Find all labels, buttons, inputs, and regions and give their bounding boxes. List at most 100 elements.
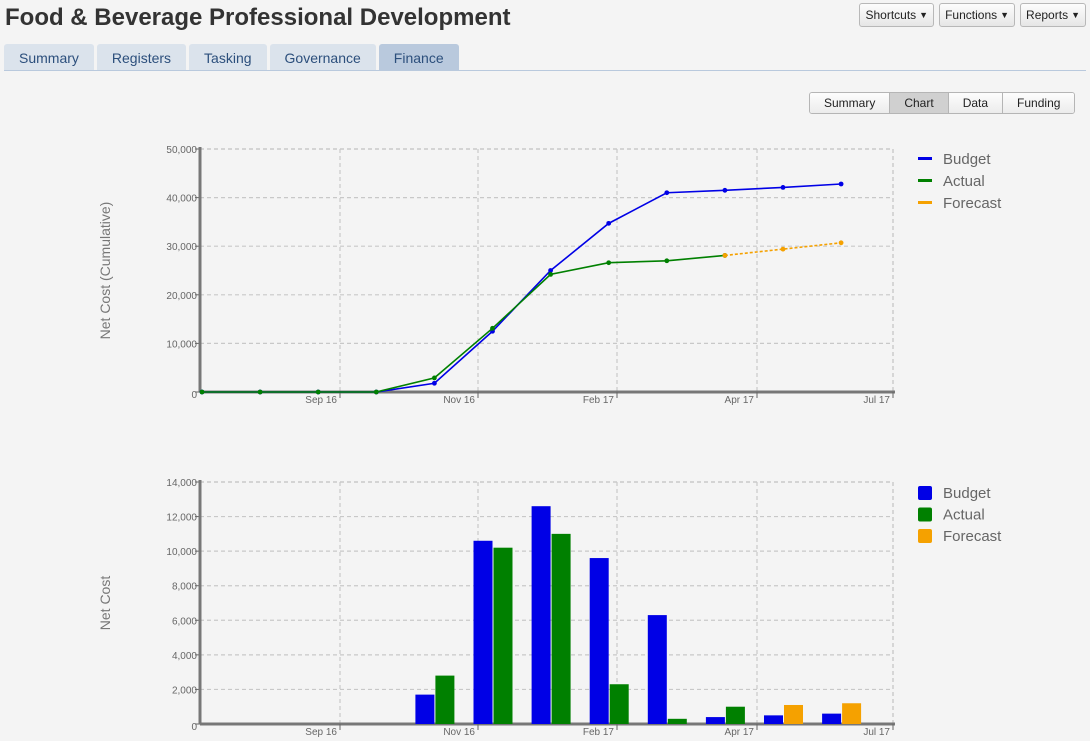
actual-bar [725, 706, 745, 724]
y-tick-label: 0 [191, 722, 197, 733]
main-tabs: Summary Registers Tasking Governance Fin… [4, 44, 459, 70]
y-axis-title: Net Cost (Cumulative) [97, 202, 113, 340]
shortcuts-label: Shortcuts [865, 8, 917, 22]
top-toolbar: Shortcuts ▼ Functions ▼ Reports ▼ [859, 3, 1086, 27]
budget-line [202, 183, 842, 393]
caret-down-icon: ▼ [1071, 10, 1080, 20]
y-tick-label: 8,000 [172, 582, 197, 593]
caret-down-icon: ▼ [1000, 10, 1010, 20]
y-tick-label: 10,000 [166, 339, 197, 350]
y-tick-label: 2,000 [172, 685, 197, 696]
functions-label: Functions [945, 8, 998, 22]
reports-label: Reports [1026, 8, 1069, 22]
x-tick-label: Feb 17 [583, 727, 615, 738]
view-switch: Summary Chart Data Funding [809, 92, 1076, 114]
legend-label-actual: Actual [943, 173, 985, 190]
x-tick-label: Jul 17 [863, 727, 890, 738]
view-data-button[interactable]: Data [947, 93, 1003, 113]
y-tick-label: 30,000 [166, 242, 197, 253]
legend-swatch-actual [918, 507, 932, 522]
legend-swatch-forecast [918, 201, 932, 204]
y-tick-label: 0 [191, 390, 197, 401]
actual-point [199, 389, 205, 395]
actual-bar [493, 547, 513, 724]
functions-menu-button[interactable]: Functions ▼ [939, 3, 1016, 27]
legend-swatch-budget [918, 157, 932, 160]
legend-label-budget: Budget [943, 485, 991, 502]
budget-point [432, 380, 437, 386]
actual-bar [551, 533, 571, 724]
forecast-point [838, 240, 844, 246]
budget-point [606, 220, 612, 226]
tab-registers[interactable]: Registers [96, 44, 187, 70]
x-tick-label: Jul 17 [863, 395, 890, 406]
actual-point [257, 389, 263, 395]
x-tick-label: Nov 16 [443, 395, 475, 406]
y-tick-label: 4,000 [172, 651, 197, 662]
actual-point [490, 325, 495, 331]
budget-point [548, 268, 553, 273]
y-tick-label: 40,000 [166, 194, 197, 205]
forecast-line [724, 242, 842, 257]
x-tick-label: Sep 16 [305, 727, 337, 738]
legend-swatch-budget [918, 486, 932, 500]
reports-menu-button[interactable]: Reports ▼ [1020, 3, 1086, 27]
actual-point [606, 260, 612, 266]
tab-summary[interactable]: Summary [4, 44, 94, 70]
budget-bar [415, 694, 435, 724]
forecast-bar [842, 703, 862, 724]
actual-line [202, 254, 725, 393]
forecast-bar [784, 704, 803, 724]
x-tick-label: Nov 16 [443, 727, 475, 738]
legend-label-forecast: Forecast [943, 528, 1002, 545]
budget-bar [589, 558, 609, 724]
forecast-point [722, 253, 728, 258]
budget-point [838, 181, 844, 187]
forecast-point [780, 246, 786, 252]
legend-swatch-actual [918, 179, 932, 182]
actual-bar [435, 675, 455, 724]
page-title: Food & Beverage Professional Development [5, 4, 511, 31]
tab-finance[interactable]: Finance [378, 44, 459, 70]
x-tick-label: Feb 17 [583, 395, 615, 406]
legend-label-forecast: Forecast [943, 195, 1002, 212]
caret-down-icon: ▼ [919, 10, 929, 20]
tab-tasking[interactable]: Tasking [189, 44, 267, 70]
actual-bar [667, 718, 687, 724]
view-summary-button[interactable]: Summary [810, 93, 890, 113]
view-funding-button[interactable]: Funding [1002, 93, 1075, 113]
actual-point [432, 375, 437, 381]
tab-governance[interactable]: Governance [269, 44, 376, 70]
actual-point [315, 389, 321, 395]
legend-label-budget: Budget [943, 151, 991, 168]
budget-point [780, 184, 786, 190]
y-axis-title: Net Cost [97, 576, 113, 631]
tab-divider [4, 70, 1086, 71]
cumulative-net-cost-chart: 0 10,000 20,000 30,000 40,000 50,000 Sep 16 Nov… [97, 145, 1002, 406]
shortcuts-menu-button[interactable]: Shortcuts ▼ [859, 3, 935, 27]
view-chart-button[interactable]: Chart [889, 93, 948, 113]
x-tick-label: Sep 16 [305, 395, 337, 406]
y-tick-label: 10,000 [166, 547, 197, 558]
budget-bar [822, 713, 842, 724]
y-tick-label: 50,000 [166, 145, 197, 156]
budget-point [664, 190, 670, 196]
legend-swatch-forecast [918, 529, 932, 543]
y-tick-label: 20,000 [166, 291, 197, 302]
y-tick-label: 14,000 [166, 478, 197, 489]
actual-point [373, 389, 379, 395]
y-tick-label: 6,000 [172, 616, 197, 627]
actual-bar [609, 684, 629, 724]
budget-bar [473, 540, 493, 724]
actual-point [664, 258, 670, 264]
legend-label-actual: Actual [943, 507, 985, 524]
net-cost-bar-chart: 0 2,000 4,000 6,000 8,000 10,000 12,000 14,000 S… [97, 478, 1002, 738]
budget-bar [647, 615, 667, 724]
y-tick-label: 12,000 [166, 513, 197, 524]
budget-bar [705, 717, 725, 724]
budget-bar [764, 715, 783, 724]
budget-bar [531, 506, 551, 724]
x-tick-label: Apr 17 [725, 395, 755, 406]
budget-point [722, 187, 728, 193]
actual-point [548, 271, 553, 277]
